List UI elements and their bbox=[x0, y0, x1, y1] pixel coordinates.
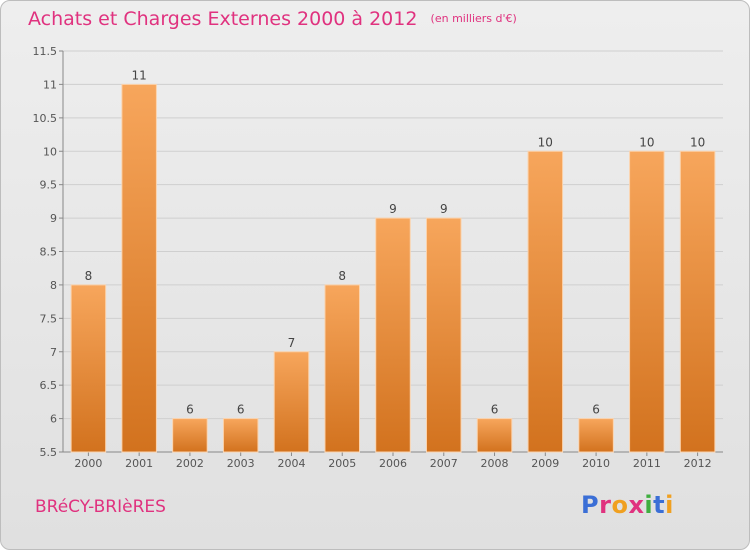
logo-letter: i bbox=[644, 491, 654, 519]
logo-letter: i bbox=[665, 491, 674, 519]
value-label-2003: 6 bbox=[237, 403, 245, 417]
bar-2011 bbox=[629, 150, 665, 453]
x-tick-label-2003: 2003 bbox=[227, 457, 255, 470]
commune-name: BRéCY-BRIèRES bbox=[35, 497, 166, 517]
bar-2008 bbox=[476, 418, 513, 453]
value-label-2001: 11 bbox=[132, 68, 147, 82]
y-tick-label: 10.5 bbox=[33, 112, 58, 125]
value-label-2010: 6 bbox=[592, 403, 600, 417]
y-tick-label: 8 bbox=[50, 279, 57, 292]
y-tick-label: 7.5 bbox=[40, 312, 58, 325]
y-tick-label: 5.5 bbox=[40, 446, 58, 459]
value-label-2004: 7 bbox=[288, 336, 296, 350]
bar-2009 bbox=[527, 150, 564, 453]
y-tick-label: 8.5 bbox=[40, 246, 58, 259]
value-label-2002: 6 bbox=[186, 403, 194, 417]
x-tick-label-2010: 2010 bbox=[582, 457, 610, 470]
proxiti-logo[interactable]: Proxiti bbox=[581, 491, 674, 519]
x-tick-label-2000: 2000 bbox=[74, 457, 102, 470]
bar-2003 bbox=[222, 418, 259, 453]
x-tick-label-2001: 2001 bbox=[125, 457, 153, 470]
value-label-2009: 10 bbox=[538, 135, 553, 149]
x-tick-label-2008: 2008 bbox=[481, 457, 509, 470]
y-tick-label: 6 bbox=[50, 413, 57, 426]
bar-2012 bbox=[679, 150, 716, 453]
bar-2005 bbox=[324, 284, 360, 453]
logo-letter: t bbox=[653, 491, 666, 519]
value-label-2006: 9 bbox=[389, 202, 397, 216]
y-tick-label: 7 bbox=[50, 346, 57, 359]
x-tick-label-2005: 2005 bbox=[328, 457, 356, 470]
chart-title-group: Achats et Charges Externes 2000 à 2012 (… bbox=[28, 8, 517, 30]
x-tick-label-2011: 2011 bbox=[633, 457, 661, 470]
logo-letter: x bbox=[628, 491, 645, 519]
x-tick-label-2006: 2006 bbox=[379, 457, 407, 470]
chart-title: Achats et Charges Externes 2000 à 2012 bbox=[28, 8, 418, 30]
x-tick-label-2007: 2007 bbox=[430, 457, 458, 470]
bar-2002 bbox=[172, 418, 208, 453]
value-label-2012: 10 bbox=[690, 135, 705, 149]
y-tick-label: 11.5 bbox=[33, 45, 58, 58]
x-tick-label-2002: 2002 bbox=[176, 457, 204, 470]
x-tick-label-2004: 2004 bbox=[277, 457, 305, 470]
value-label-2011: 10 bbox=[639, 135, 654, 149]
y-tick-label: 9 bbox=[50, 212, 57, 225]
value-label-2005: 8 bbox=[338, 269, 346, 283]
y-tick-label: 10 bbox=[43, 145, 57, 158]
bar-2007 bbox=[426, 217, 462, 453]
y-tick-label: 9.5 bbox=[40, 179, 58, 192]
chart-unit: (en milliers d'€) bbox=[430, 12, 517, 25]
bar-2001 bbox=[121, 83, 157, 453]
bar-2010 bbox=[578, 418, 614, 453]
value-label-2008: 6 bbox=[491, 403, 499, 417]
x-tick-label-2012: 2012 bbox=[684, 457, 712, 470]
bar-2000 bbox=[70, 284, 107, 453]
logo-letter: P bbox=[581, 491, 600, 519]
value-label-2007: 9 bbox=[440, 202, 448, 216]
x-tick-label-2009: 2009 bbox=[531, 457, 559, 470]
logo-letter: o bbox=[611, 491, 629, 519]
bars bbox=[70, 83, 716, 453]
logo-letter: r bbox=[599, 491, 612, 519]
value-label-2000: 8 bbox=[85, 269, 93, 283]
labels: 8 2000 11 2001 6 2002 6 2003 7 2004 8 2005 9 2006 9 200… bbox=[74, 68, 711, 470]
bar-2004 bbox=[273, 351, 310, 453]
y-tick-label: 6.5 bbox=[40, 379, 58, 392]
y-tick-label: 11 bbox=[43, 78, 57, 91]
bar-2006 bbox=[375, 217, 411, 453]
